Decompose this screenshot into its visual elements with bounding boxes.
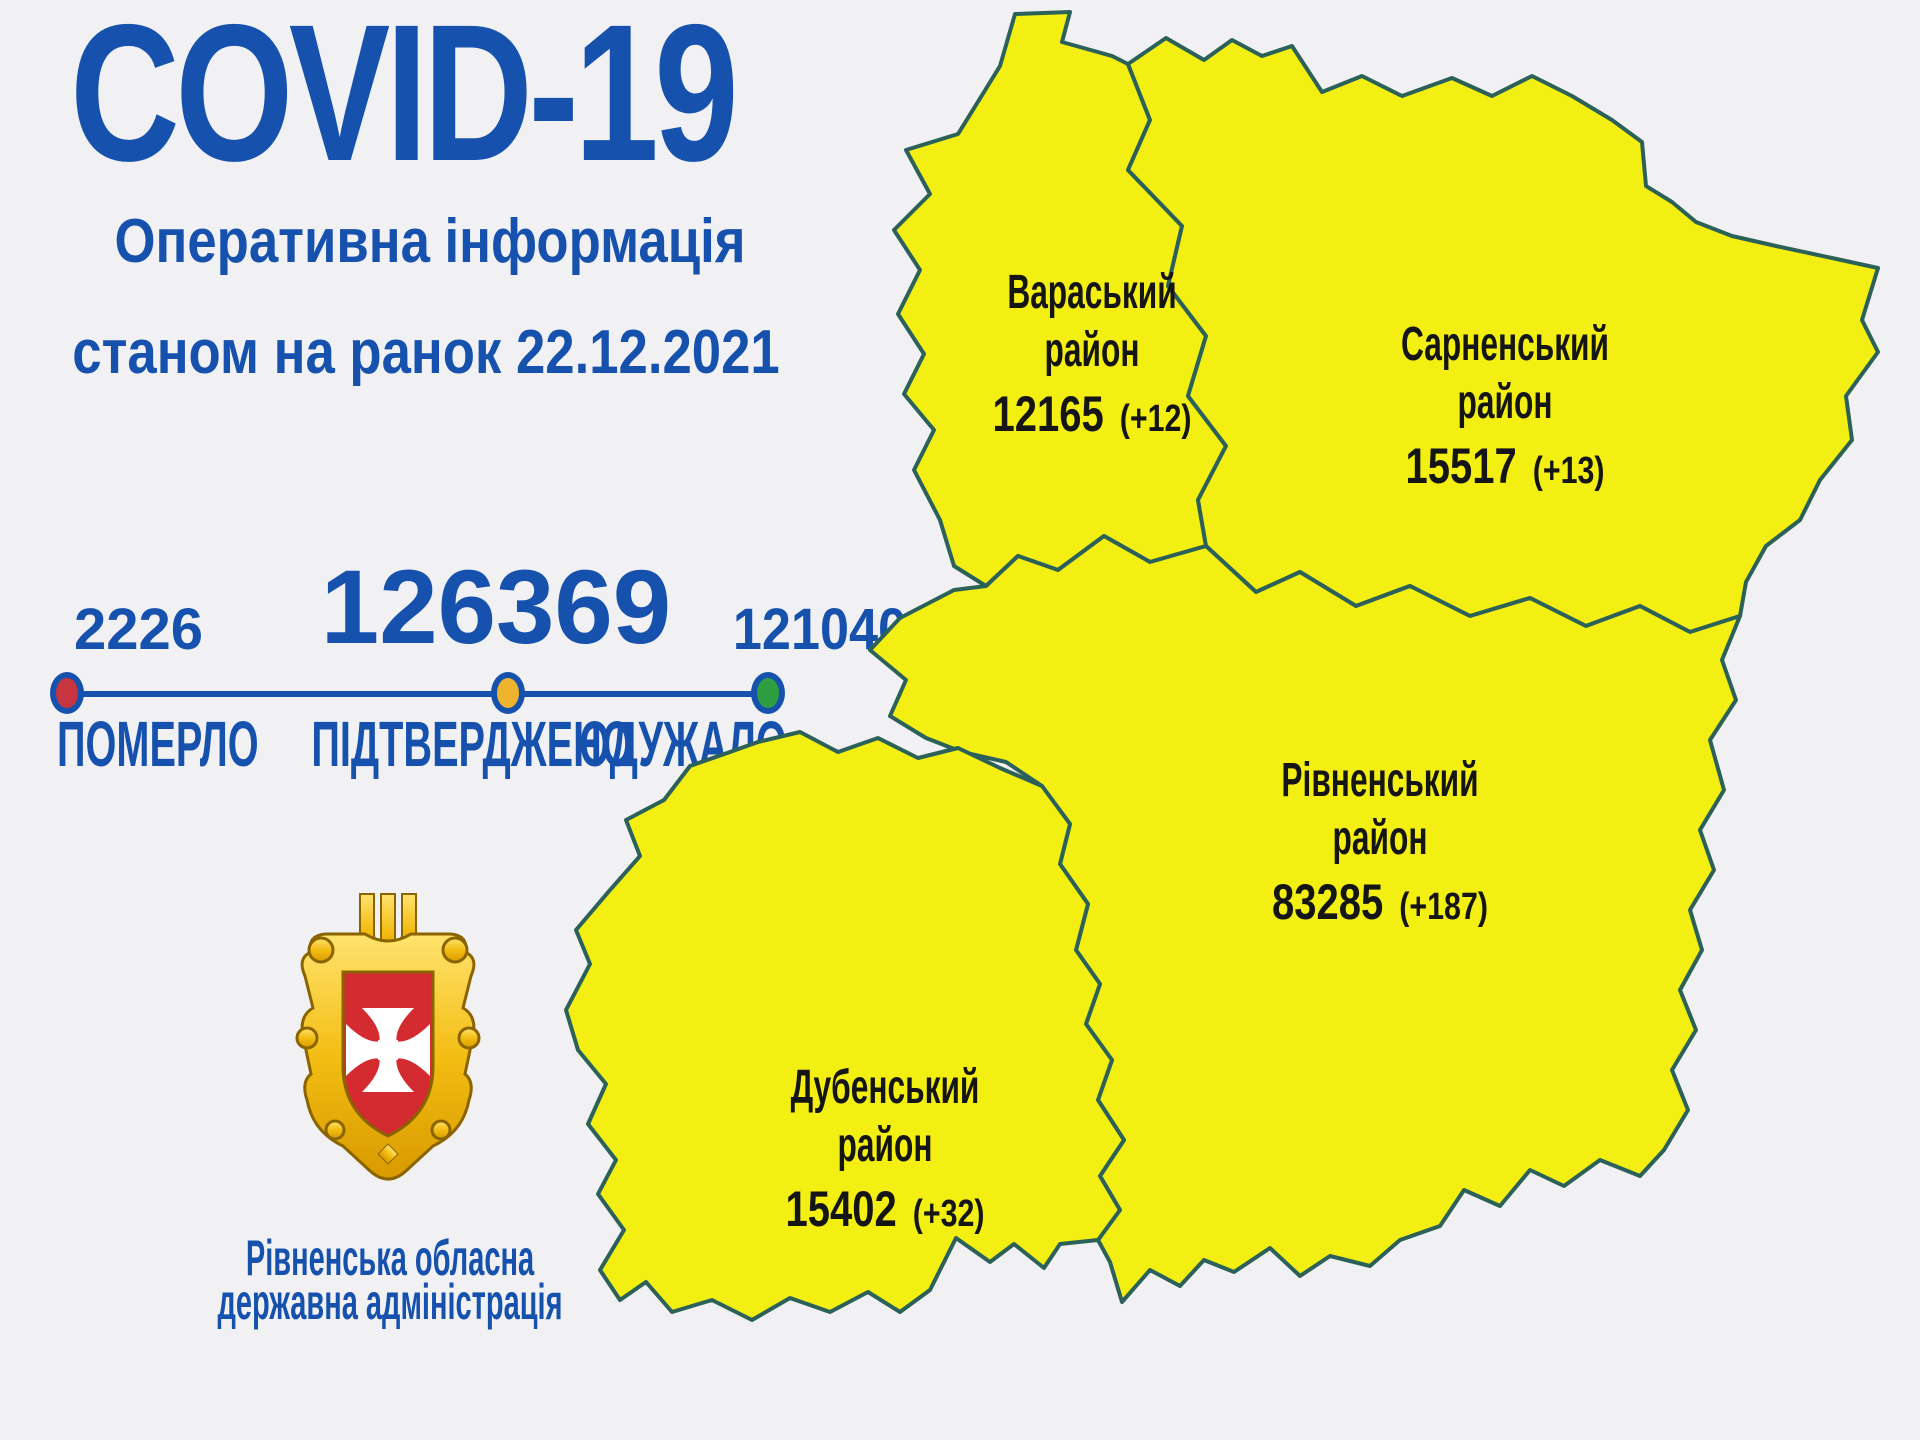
district-delta: (+32)	[912, 1193, 985, 1235]
district-total: 15517	[1405, 438, 1517, 494]
cross-pattee-icon	[346, 1008, 430, 1092]
stats-axis-line	[60, 691, 775, 697]
district-name: Сарненський	[1400, 318, 1610, 371]
organization-line2: державна адміністрація	[217, 1274, 563, 1330]
district-name-line2: район	[1457, 376, 1553, 429]
district-total: 15402	[785, 1181, 897, 1237]
district-total: 83285	[1272, 874, 1384, 930]
district-name-line2: район	[1044, 324, 1140, 377]
district-label-varaskyi: Вараський район 12165 (+12)	[964, 264, 1221, 455]
district-stats: 83285 (+187)	[1260, 874, 1499, 943]
died-count: 2226	[74, 597, 204, 662]
district-shape-dubenskyi	[564, 730, 1126, 1322]
page-title: COVID-19	[70, 0, 739, 202]
district-total: 12165	[992, 386, 1104, 442]
organization-name: Рівненська обласна державна адміністраці…	[93, 1230, 688, 1330]
district-name-line2: район	[1332, 812, 1428, 865]
died-dot-icon	[50, 672, 84, 714]
district-name: Вараський	[1007, 266, 1177, 319]
district-stats: 15402 (+32)	[771, 1181, 1000, 1250]
district-delta: (+187)	[1399, 886, 1488, 928]
district-delta: (+12)	[1119, 398, 1192, 440]
confirmed-label: ПІДТВЕРДЖЕНО	[311, 708, 633, 780]
district-name-line2: район	[837, 1119, 933, 1172]
district-name: Рівненський	[1281, 754, 1479, 807]
subtitle-line1: Оперативна інформація	[114, 207, 746, 276]
report-date: 22.12.2021	[515, 318, 780, 387]
district-shape-rivnenskyi	[868, 534, 1742, 1304]
district-shape-sarnenskyi	[1126, 36, 1880, 634]
confirmed-count: 126369	[320, 549, 672, 666]
recovered-dot-icon	[751, 672, 785, 714]
died-label: ПОМЕРЛО	[57, 708, 259, 780]
district-label-rivnenskyi: Рівненський район 83285 (+187)	[1231, 752, 1530, 943]
subtitle-prefix: станом на ранок	[72, 318, 502, 387]
district-stats: 15517 (+13)	[1379, 438, 1631, 507]
diamond-ornament	[377, 1143, 399, 1165]
district-delta: (+13)	[1532, 450, 1605, 492]
district-label-sarnenskyi: Сарненський район 15517 (+13)	[1347, 316, 1662, 507]
coat-of-arms	[295, 893, 481, 1181]
district-stats: 12165 (+12)	[989, 386, 1194, 455]
organization-line1: Рівненська обласна	[245, 1230, 535, 1286]
district-name: Дубенський	[790, 1061, 980, 1114]
district-label-dubenskyi: Дубенський район 15402 (+32)	[742, 1059, 1028, 1250]
subtitle-line2: станом на ранок 22.12.2021	[72, 317, 779, 388]
confirmed-dot-icon	[491, 672, 525, 714]
